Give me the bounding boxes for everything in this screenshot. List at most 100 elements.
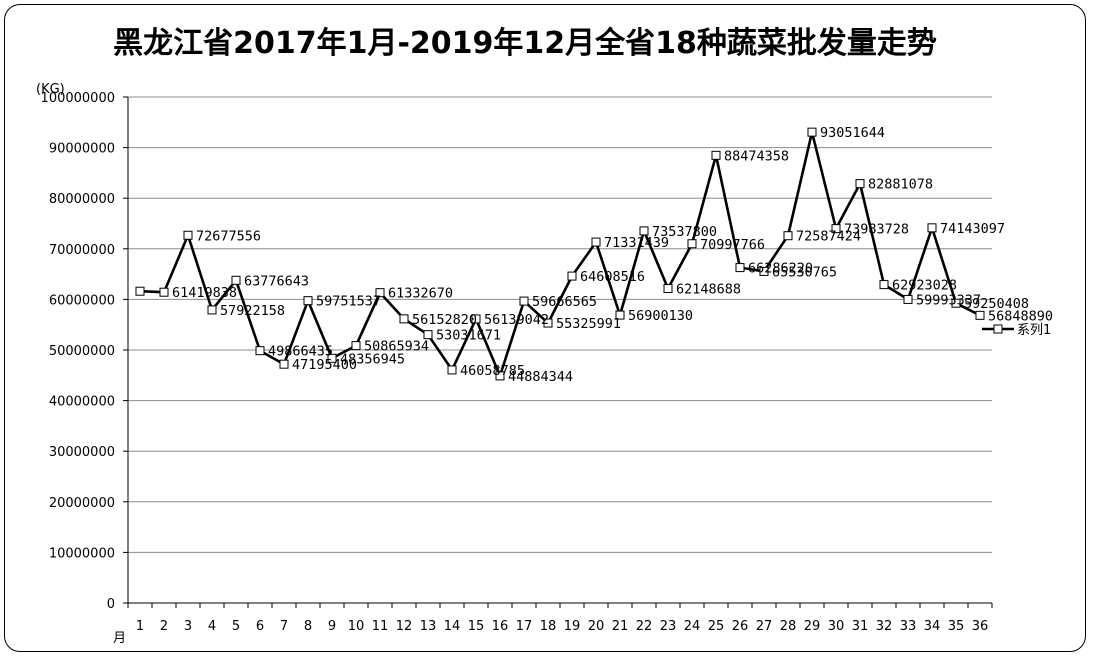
data-point: [495, 371, 505, 381]
x-tick-label: 30: [828, 619, 845, 634]
y-tick-label: 100000000: [41, 91, 115, 106]
data-point: [543, 318, 553, 328]
y-tick-label: 60000000: [49, 293, 115, 308]
x-tick-label: 21: [612, 619, 629, 634]
data-point: [135, 286, 145, 296]
x-tick-label: 22: [636, 619, 653, 634]
data-label: 59250408: [964, 296, 1029, 312]
data-label: 59666565: [532, 294, 597, 310]
x-tick-label: 26: [732, 619, 749, 634]
data-point: [303, 296, 313, 306]
data-label: 50865934: [364, 339, 429, 355]
chart-title: 黑龙江省2017年1月-2019年12月全省18种蔬菜批发量走势: [113, 26, 937, 61]
data-label: 63776643: [244, 273, 309, 289]
y-axis: 0 10000000 20000000 30000000 40000000 5000000…: [41, 91, 129, 612]
x-tick-label: 27: [756, 619, 773, 634]
data-point: [855, 179, 865, 189]
x-tick-label: 12: [396, 619, 413, 634]
data-point: [711, 150, 721, 160]
y-tick-label: 30000000: [49, 445, 115, 460]
x-tick-label: 6: [256, 619, 264, 634]
x-axis: 1 2 3 4 5 6 7 8 9 10 11 12 13 14 15 16 17 18 19 20 21 22 23 24 2…: [127, 602, 993, 634]
data-point: [159, 287, 169, 297]
y-tick-label: 40000000: [49, 395, 115, 410]
x-tick-label: 3: [184, 619, 192, 634]
y-tick-label: 80000000: [49, 192, 115, 207]
data-point: [231, 275, 241, 285]
data-point: [759, 266, 769, 276]
data-label: 59993337: [916, 292, 981, 308]
data-point: [375, 288, 385, 298]
x-tick-label: 13: [420, 619, 437, 634]
x-tick-label: 36: [972, 619, 989, 634]
data-label: 57922158: [220, 303, 285, 319]
data-point: [879, 280, 889, 290]
x-tick-label: 15: [468, 619, 485, 634]
data-label: 47195400: [292, 357, 357, 373]
data-point: [255, 346, 265, 356]
x-tick-label: 19: [564, 619, 581, 634]
data-point: [975, 310, 985, 320]
x-tick-label: 31: [852, 619, 869, 634]
x-tick-label: 20: [588, 619, 605, 634]
data-point: [639, 226, 649, 236]
data-label: 62148688: [676, 282, 741, 298]
data-label: 53031671: [436, 328, 501, 344]
data-point: [519, 296, 529, 306]
data-label: 56152820: [412, 312, 477, 328]
data-label: 66286220: [748, 261, 813, 277]
x-tick-label: 5: [232, 619, 240, 634]
data-label: 71331439: [604, 235, 669, 251]
x-axis-unit: 月: [113, 631, 126, 646]
data-point: [447, 365, 457, 375]
y-tick-label: 20000000: [49, 496, 115, 511]
data-point: [927, 223, 937, 233]
x-tick-label: 10: [348, 619, 365, 634]
x-tick-label: 14: [444, 619, 461, 634]
data-label: 73537800: [652, 224, 717, 240]
data-point: [783, 231, 793, 241]
y-tick-label: 90000000: [49, 142, 115, 157]
data-label: 59751537: [316, 294, 381, 310]
legend-marker: [993, 324, 1003, 334]
legend-label: 系列1: [1017, 323, 1051, 338]
data-label: 44884344: [508, 369, 573, 385]
data-point: [279, 359, 289, 369]
data-point: [423, 330, 433, 340]
data-label: 55325991: [556, 316, 621, 332]
y-tick-label: 0: [107, 597, 115, 612]
data-label: 72587424: [796, 229, 861, 245]
x-tick-label: 18: [540, 619, 557, 634]
data-label: 70997766: [700, 237, 765, 253]
series-markers: [135, 127, 985, 381]
data-label: 72677556: [196, 228, 261, 244]
data-point: [687, 239, 697, 249]
x-tick-label: 23: [660, 619, 677, 634]
x-tick-label: 25: [708, 619, 725, 634]
x-tick-label: 9: [328, 619, 336, 634]
x-tick-label: 2: [160, 619, 168, 634]
x-tick-label: 35: [948, 619, 965, 634]
data-point: [327, 353, 337, 363]
data-label: 49866435: [268, 344, 333, 360]
data-label: 56848890: [988, 308, 1053, 324]
data-point: [471, 314, 481, 324]
y-tick-label: 70000000: [49, 243, 115, 258]
data-point: [207, 305, 217, 315]
data-point: [351, 341, 361, 351]
x-tick-label: 34: [924, 619, 941, 634]
x-tick-label: 24: [684, 619, 701, 634]
data-point: [663, 284, 673, 294]
data-label: 88474358: [724, 148, 789, 164]
data-label: 56139042: [484, 312, 549, 328]
data-label: 64608516: [580, 269, 645, 285]
data-label: 73983728: [844, 222, 909, 238]
y-tick-label: 10000000: [49, 546, 115, 561]
data-label: 62923028: [892, 278, 957, 294]
x-tick-label: 33: [900, 619, 917, 634]
data-point: [951, 298, 961, 308]
x-tick-label: 29: [804, 619, 821, 634]
data-label: 82881078: [868, 177, 933, 193]
data-point: [735, 263, 745, 273]
chart-frame: [4, 4, 1086, 652]
